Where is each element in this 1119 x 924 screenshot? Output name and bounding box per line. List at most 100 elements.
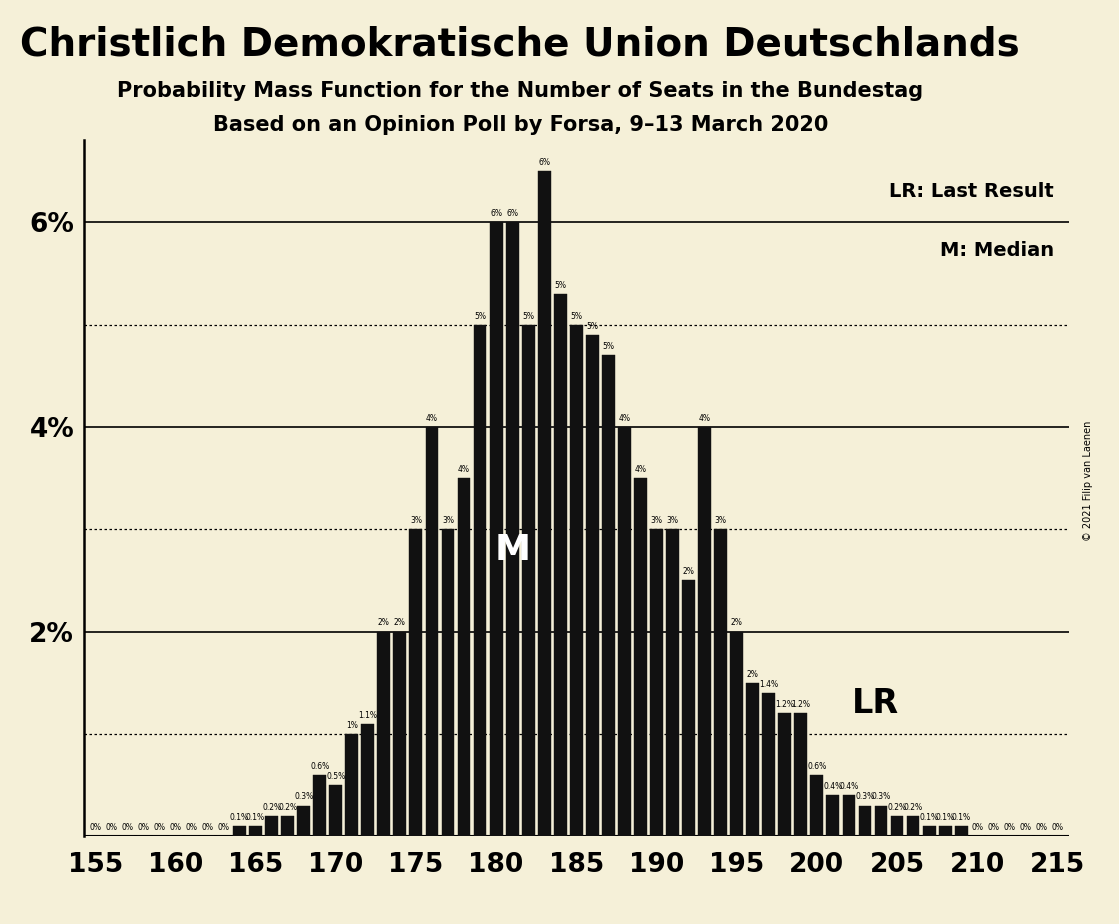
Text: 0%: 0% (971, 823, 984, 833)
Bar (666, 529, 679, 836)
Text: 0.3%: 0.3% (294, 793, 313, 801)
Text: 0%: 0% (153, 823, 166, 833)
Text: 0%: 0% (121, 823, 133, 833)
Text: 0%: 0% (217, 823, 229, 833)
Bar (955, 826, 968, 836)
Bar (762, 693, 775, 836)
Text: 2%: 2% (378, 618, 389, 627)
Text: 0%: 0% (186, 823, 197, 833)
Text: 4%: 4% (426, 414, 438, 423)
Bar (906, 816, 920, 836)
Text: 5%: 5% (474, 311, 486, 321)
Text: 0.2%: 0.2% (262, 803, 281, 811)
Text: LR: Last Result: LR: Last Result (890, 182, 1054, 201)
Bar (714, 529, 727, 836)
Text: 0.5%: 0.5% (326, 772, 346, 781)
Bar (313, 775, 326, 836)
Bar (265, 816, 278, 836)
Bar (250, 826, 262, 836)
Bar (683, 580, 695, 836)
Bar (506, 223, 518, 836)
Text: 0.2%: 0.2% (903, 803, 923, 811)
Text: 5%: 5% (602, 342, 614, 351)
Bar (521, 324, 535, 836)
Text: 2%: 2% (683, 567, 695, 577)
Text: 2%: 2% (394, 618, 406, 627)
Bar (538, 171, 551, 836)
Text: 0.1%: 0.1% (229, 813, 250, 821)
Bar (425, 427, 439, 836)
Text: 0.3%: 0.3% (855, 793, 875, 801)
Text: 0%: 0% (105, 823, 117, 833)
Bar (473, 324, 487, 836)
Text: 3%: 3% (667, 517, 678, 525)
Bar (377, 632, 391, 836)
Bar (650, 529, 662, 836)
Text: 6%: 6% (490, 209, 502, 218)
Text: Probability Mass Function for the Number of Seats in the Bundestag: Probability Mass Function for the Number… (117, 81, 923, 102)
Bar (731, 632, 743, 836)
Text: 0%: 0% (138, 823, 149, 833)
Text: LR: LR (853, 687, 900, 720)
Text: Christlich Demokratische Union Deutschlands: Christlich Demokratische Union Deutschla… (20, 26, 1021, 64)
Text: 0%: 0% (1019, 823, 1032, 833)
Text: 0.1%: 0.1% (935, 813, 955, 821)
Text: 0%: 0% (201, 823, 214, 833)
Text: M: M (495, 533, 530, 566)
Bar (329, 785, 342, 836)
Bar (698, 427, 711, 836)
Text: 0%: 0% (1004, 823, 1015, 833)
Bar (858, 806, 872, 836)
Text: 5%: 5% (554, 281, 566, 290)
Text: 6%: 6% (506, 209, 518, 218)
Text: Based on an Opinion Poll by Forsa, 9–13 March 2020: Based on an Opinion Poll by Forsa, 9–13 … (213, 115, 828, 135)
Text: 5%: 5% (571, 311, 582, 321)
Text: 4%: 4% (698, 414, 711, 423)
Text: 0%: 0% (90, 823, 101, 833)
Bar (410, 529, 422, 836)
Text: 1%: 1% (346, 721, 358, 730)
Text: 4%: 4% (634, 465, 647, 474)
Text: 0.2%: 0.2% (887, 803, 906, 811)
Text: 0.3%: 0.3% (872, 793, 891, 801)
Bar (490, 223, 502, 836)
Text: 0.1%: 0.1% (246, 813, 265, 821)
Bar (618, 427, 631, 836)
Text: 1.1%: 1.1% (358, 711, 377, 720)
Text: 3%: 3% (442, 517, 454, 525)
Text: 0%: 0% (1035, 823, 1047, 833)
Text: 0.2%: 0.2% (278, 803, 298, 811)
Bar (843, 796, 855, 836)
Bar (554, 294, 566, 836)
Text: 1.2%: 1.2% (791, 700, 810, 710)
Bar (794, 713, 807, 836)
Text: 3%: 3% (410, 517, 422, 525)
Text: 4%: 4% (619, 414, 630, 423)
Text: 5%: 5% (586, 322, 599, 331)
Text: 0%: 0% (987, 823, 999, 833)
Bar (634, 478, 647, 836)
Bar (891, 816, 903, 836)
Bar (281, 816, 294, 836)
Bar (939, 826, 951, 836)
Text: 2%: 2% (746, 670, 759, 678)
Bar (779, 713, 791, 836)
Text: 0.1%: 0.1% (920, 813, 939, 821)
Bar (923, 826, 935, 836)
Text: 0%: 0% (1052, 823, 1063, 833)
Text: 0.4%: 0.4% (839, 783, 858, 791)
Bar (361, 723, 374, 836)
Text: 3%: 3% (715, 517, 726, 525)
Bar (602, 356, 614, 836)
Text: 1.2%: 1.2% (775, 700, 794, 710)
Bar (298, 806, 310, 836)
Text: 2%: 2% (731, 618, 743, 627)
Bar (346, 734, 358, 836)
Bar (875, 806, 887, 836)
Bar (442, 529, 454, 836)
Text: 0.6%: 0.6% (807, 761, 827, 771)
Bar (810, 775, 824, 836)
Bar (394, 632, 406, 836)
Bar (570, 324, 583, 836)
Text: © 2021 Filip van Laenen: © 2021 Filip van Laenen (1083, 420, 1092, 541)
